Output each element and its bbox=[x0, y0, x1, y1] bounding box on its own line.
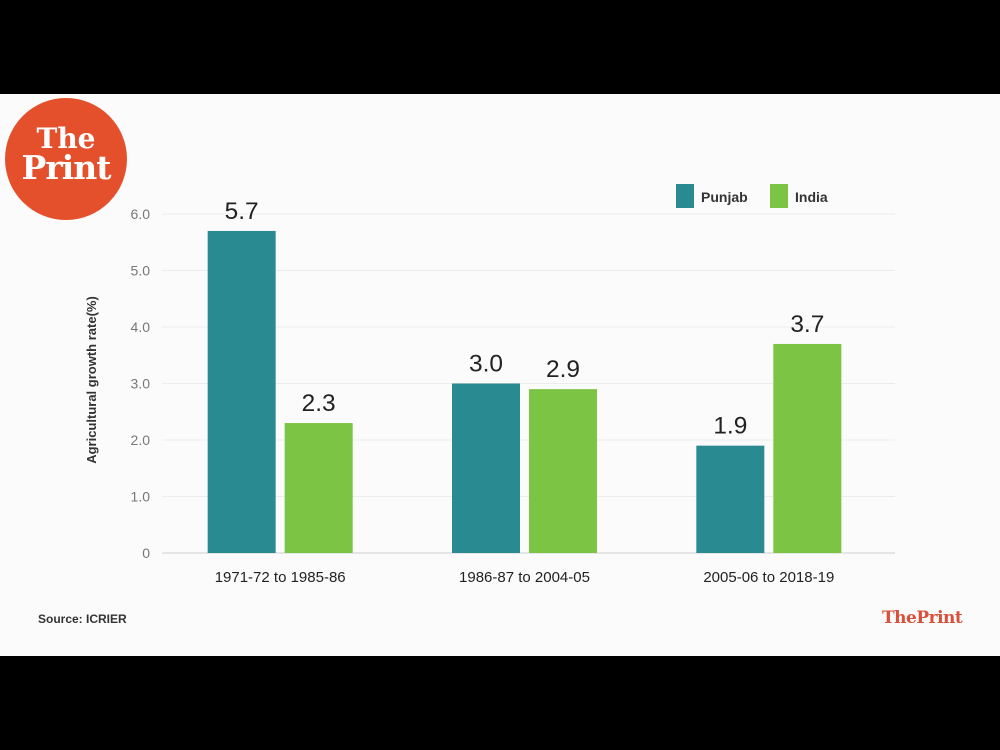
y-tick-label: 1.0 bbox=[131, 489, 151, 505]
data-label: 5.7 bbox=[225, 198, 259, 225]
brand-wordmark: ThePrint bbox=[882, 608, 963, 628]
source-note: Source: ICRIER bbox=[38, 612, 127, 626]
bar-punjab bbox=[207, 230, 276, 553]
data-label: 1.9 bbox=[713, 413, 747, 440]
y-tick-label: 2.0 bbox=[131, 432, 151, 448]
legend-swatch-india bbox=[770, 184, 788, 208]
x-tick-label: 2005-06 to 2018-19 bbox=[703, 569, 834, 586]
y-tick-label: 3.0 bbox=[131, 376, 151, 392]
data-label: 2.9 bbox=[546, 356, 580, 383]
x-tick-label: 1971-72 to 1985-86 bbox=[215, 569, 346, 586]
legend-label-punjab: Punjab bbox=[701, 189, 748, 205]
top-letterbox bbox=[0, 0, 1000, 94]
logo-text-print: Print bbox=[21, 148, 112, 187]
bar-punjab bbox=[696, 445, 765, 553]
legend-label-india: India bbox=[795, 189, 828, 205]
bar-india bbox=[773, 343, 842, 553]
legend-swatch-punjab bbox=[676, 184, 694, 208]
data-label: 2.3 bbox=[302, 390, 336, 417]
y-tick-label: 5.0 bbox=[131, 263, 151, 279]
bar-india bbox=[529, 389, 597, 553]
y-tick-label: 4.0 bbox=[131, 319, 151, 335]
data-label: 3.7 bbox=[790, 311, 824, 338]
bar-india bbox=[284, 423, 353, 553]
bottom-letterbox bbox=[0, 656, 1000, 750]
x-tick-label: 1986-87 to 2004-05 bbox=[459, 569, 590, 586]
y-tick-label: 0 bbox=[142, 545, 150, 561]
data-label: 3.0 bbox=[469, 351, 503, 378]
theprint-logo: The Print bbox=[5, 98, 127, 220]
y-tick-label: 6.0 bbox=[131, 206, 151, 222]
bar-punjab bbox=[452, 383, 520, 553]
y-axis-label: Agricultural growth rate(%) bbox=[84, 296, 99, 464]
logo-text-the: The bbox=[36, 122, 96, 155]
